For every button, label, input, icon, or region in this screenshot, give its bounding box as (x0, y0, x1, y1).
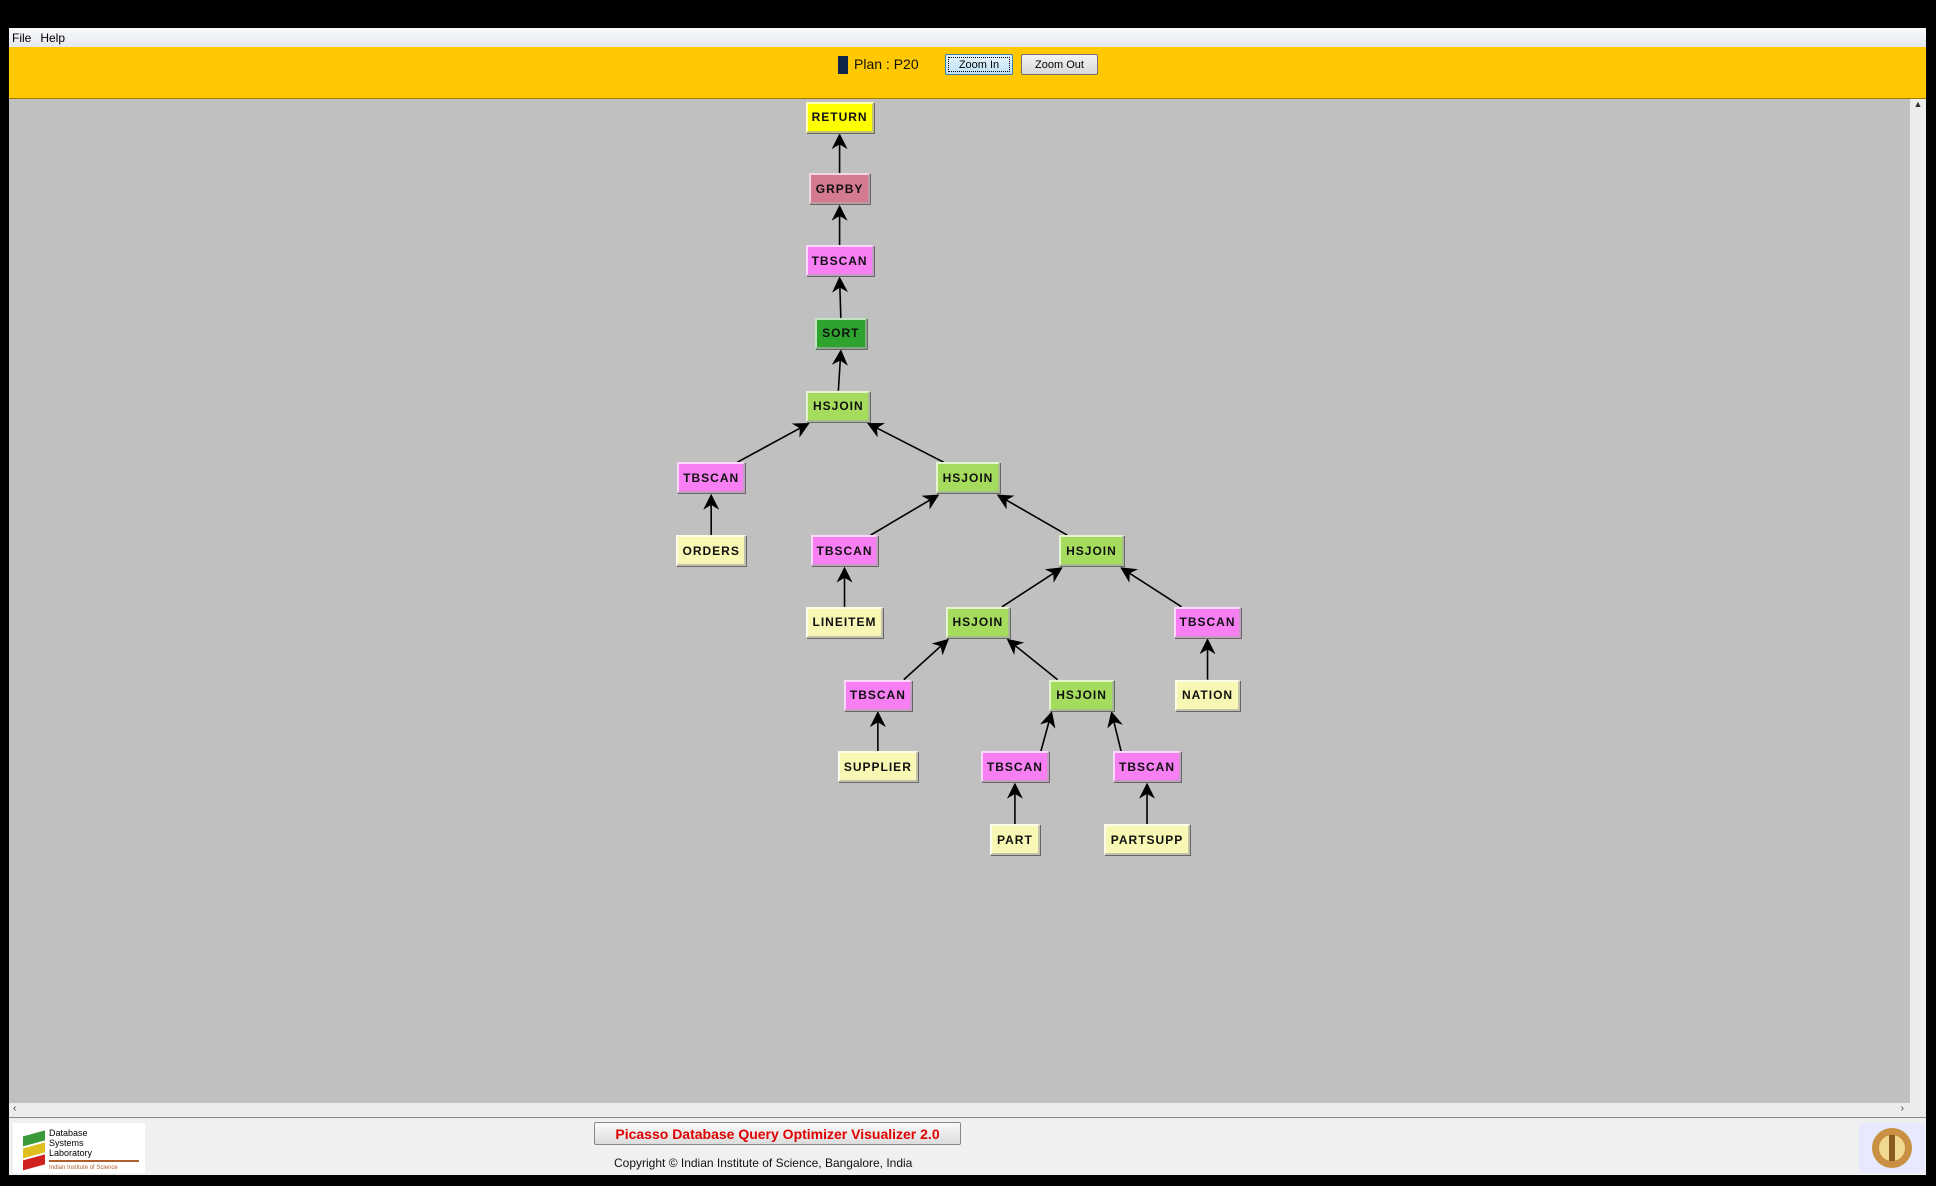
vertical-scrollbar[interactable]: ▲ (1910, 99, 1926, 1103)
plan-node-hsjoin[interactable]: HSJOIN (1059, 535, 1124, 567)
zoom-in-button[interactable]: Zoom In (945, 54, 1013, 75)
plan-node-tbscan[interactable]: TBSCAN (810, 535, 879, 567)
edge-arrow (903, 638, 949, 681)
app-title-button[interactable]: Picasso Database Query Optimizer Visuali… (594, 1122, 961, 1145)
plan-node-hsjoin[interactable]: HSJOIN (1049, 679, 1114, 711)
edge-arrow (1006, 638, 1058, 681)
plan-node-tbscan[interactable]: TBSCAN (843, 679, 912, 711)
menu-file[interactable]: File (12, 30, 32, 45)
dsl-logo: Database Systems Laboratory Indian Insti… (13, 1123, 145, 1173)
plan-tree-edges (703, 133, 1216, 825)
copyright-text: Copyright © Indian Institute of Science,… (614, 1156, 913, 1170)
edge-arrow (736, 422, 810, 464)
toolbar: Plan : P20 Zoom In Zoom Out (9, 47, 1926, 99)
scroll-up-arrow-icon[interactable]: ▲ (1913, 99, 1923, 109)
menu-bar: File Help (9, 28, 1926, 47)
plan-node-sort[interactable]: SORT (814, 317, 867, 349)
svg-text:Database: Database (49, 1128, 88, 1138)
plan-label: Plan : P20 (854, 56, 919, 72)
edge-arrow (996, 494, 1068, 536)
plan-node-hsjoin[interactable]: HSJOIN (945, 606, 1010, 638)
plan-node-tbscan[interactable]: TBSCAN (1173, 606, 1242, 638)
edge-arrow (1120, 567, 1183, 608)
plan-node-tbscan[interactable]: TBSCAN (980, 751, 1049, 783)
plan-node-tbscan[interactable]: TBSCAN (805, 245, 874, 277)
plan-node-hsjoin[interactable]: HSJOIN (935, 462, 1001, 494)
edge-arrow (1001, 567, 1063, 608)
plan-color-indicator (838, 56, 848, 74)
menu-help[interactable]: Help (40, 30, 66, 45)
plan-node-nation[interactable]: NATION (1175, 679, 1240, 711)
plan-node-orders[interactable]: ORDERS (675, 535, 747, 567)
zoom-out-button[interactable]: Zoom Out (1021, 54, 1098, 75)
plan-node-hsjoin[interactable]: HSJOIN (806, 390, 871, 422)
iisc-emblem-icon (1859, 1123, 1925, 1173)
edge-arrow (832, 276, 849, 318)
plan-tree-canvas: RETURN GRPBY TBSCAN SORT HSJOIN TBSCAN HSJOIN O… (9, 99, 1910, 1103)
scroll-right-arrow-icon[interactable]: › (1900, 1103, 1904, 1114)
plan-node-tbscan[interactable]: TBSCAN (677, 462, 746, 494)
plan-node-part[interactable]: PART (990, 824, 1040, 856)
svg-text:Laboratory: Laboratory (49, 1148, 93, 1158)
svg-text:Indian Institute of Science: Indian Institute of Science (49, 1165, 118, 1171)
scroll-left-arrow-icon[interactable]: ‹ (13, 1103, 17, 1114)
plan-node-partsupp[interactable]: PARTSUPP (1104, 824, 1190, 856)
plan-node-lineitem[interactable]: LINEITEM (806, 606, 883, 638)
plan-node-supplier[interactable]: SUPPLIER (837, 751, 918, 783)
edge-arrow (867, 422, 945, 464)
footer: Database Systems Laboratory Indian Insti… (9, 1118, 1926, 1175)
plan-node-return[interactable]: RETURN (805, 101, 874, 133)
edge-arrow (870, 494, 940, 536)
plan-node-grpby[interactable]: GRPBY (808, 173, 871, 205)
plan-node-tbscan[interactable]: TBSCAN (1113, 751, 1181, 783)
edge-arrow (1107, 711, 1123, 752)
horizontal-scrollbar[interactable]: ‹ › (9, 1103, 1926, 1118)
edge-arrow (831, 349, 848, 391)
svg-text:Systems: Systems (49, 1138, 84, 1148)
edge-arrow (1039, 711, 1056, 752)
